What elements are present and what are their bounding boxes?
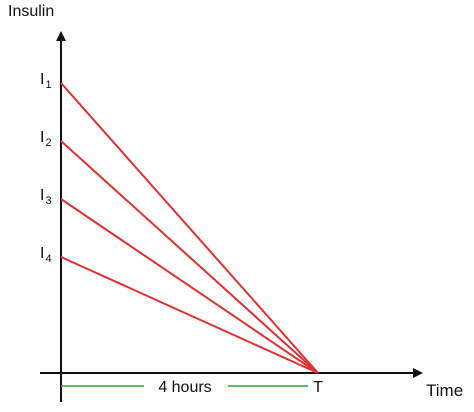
y-tick-label-2: I2 [40, 129, 52, 149]
interval-label: 4 hours [158, 379, 211, 396]
x-axis-title: Time [426, 381, 463, 400]
x-tick-label-T: T [313, 379, 323, 396]
y-tick-label-1: I1 [40, 71, 52, 91]
y-tick-label-4: I4 [40, 245, 52, 265]
series-line-2 [60, 140, 319, 374]
y-axis-title: Insulin [8, 3, 54, 20]
y-tick-label-3: I3 [40, 187, 52, 207]
series-group [60, 82, 319, 374]
interval-annotation: 4 hours [61, 379, 308, 396]
series-line-4 [60, 256, 319, 374]
series-line-3 [60, 198, 319, 374]
y-tick-labels: I1 I2 I3 I4 [40, 71, 52, 265]
series-line-1 [60, 82, 319, 374]
